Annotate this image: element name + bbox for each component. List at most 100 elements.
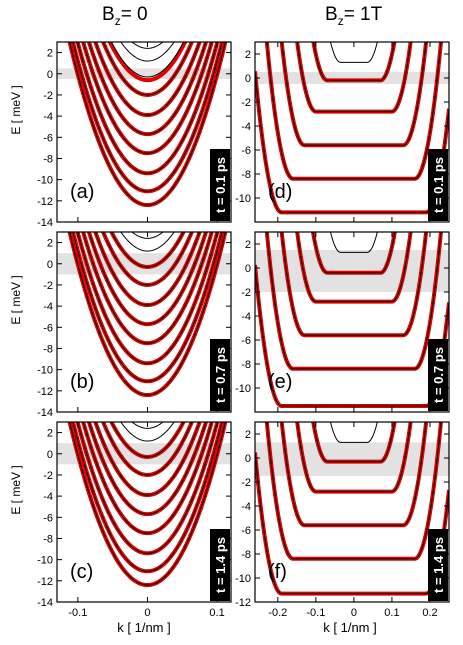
energy-band-2 xyxy=(296,42,412,113)
time-label-box xyxy=(210,529,230,601)
column-title-right: Bz= 1T xyxy=(325,4,382,28)
time-label-box xyxy=(428,149,448,221)
x-tick-label: 0.1 xyxy=(209,607,224,619)
energy-band-5 xyxy=(88,42,207,135)
column-title-left: Bz= 0 xyxy=(102,4,148,28)
y-tick-label: -8 xyxy=(241,169,251,181)
y-tick-label: -2 xyxy=(241,477,251,489)
energy-band-8 xyxy=(72,232,223,382)
y-tick-label: -14 xyxy=(37,597,53,609)
panel-frame xyxy=(56,231,232,413)
time-label-box xyxy=(210,339,230,411)
y-tick-label: -2 xyxy=(43,280,53,292)
energy-band-5 xyxy=(255,71,449,213)
x-tick-label: 0.1 xyxy=(384,607,399,619)
energy-band-3 xyxy=(281,232,427,336)
y-tick-label: 0 xyxy=(47,449,53,461)
energy-band-9 xyxy=(69,232,226,396)
y-tick-label: -6 xyxy=(241,525,251,537)
energy-band-3 xyxy=(281,42,427,146)
energy-band-2 xyxy=(110,42,185,78)
energy-band-2 xyxy=(296,422,412,493)
y-axis-label: E [ meV ] xyxy=(9,85,23,134)
energy-band-1 xyxy=(312,232,396,274)
panel-label: (e) xyxy=(268,371,292,393)
y-tick-label: 0 xyxy=(47,69,53,81)
y-tick-label: -12 xyxy=(37,386,53,398)
energy-band-3 xyxy=(102,42,193,96)
y-tick-label: -12 xyxy=(235,597,251,609)
plot-area xyxy=(57,422,231,588)
panel-frame xyxy=(254,231,450,413)
energy-band-4 xyxy=(94,42,201,116)
panel-frame xyxy=(254,421,450,603)
energy-band-7 xyxy=(77,422,218,554)
x-tick-label: -0.1 xyxy=(306,607,325,619)
energy-band-1 xyxy=(312,422,396,463)
y-tick-label: 0 xyxy=(245,73,251,85)
y-tick-label: 0 xyxy=(245,263,251,275)
y-tick-label: 2 xyxy=(245,239,251,251)
energy-band-1 xyxy=(120,232,175,252)
y-tick-label: -6 xyxy=(43,132,53,144)
panel-e: 2 0 -2 -4 -6 -8 -10 (e) t = 0.7 ps xyxy=(235,231,450,413)
y-tick-label: 2 xyxy=(47,238,53,250)
energy-band-5 xyxy=(88,232,207,325)
time-label: t = 0.1 ps xyxy=(431,157,446,213)
panel-f: 2 0 -2 -4 -6 -8 -10 -12 -0.2 -0.1 0 0.1 0.2 (f) t = 1.… xyxy=(235,421,450,619)
column-title-right-sub: z xyxy=(337,13,344,28)
energy-band-3 xyxy=(281,422,427,526)
x-axis-label: k [ 1/nm ] xyxy=(117,620,170,635)
energy-band-4 xyxy=(266,422,442,560)
y-tick-label: -10 xyxy=(37,365,53,377)
y-tick-label: -4 xyxy=(43,301,53,313)
y-tick-label: 2 xyxy=(47,48,53,60)
y-tick-label: -10 xyxy=(37,555,53,567)
energy-band-4 xyxy=(266,232,442,370)
energy-band-6 xyxy=(82,422,213,534)
y-tick-label: -8 xyxy=(43,343,53,355)
time-label-box xyxy=(428,529,448,601)
column-title-right-main: B xyxy=(325,4,338,25)
panel-frame xyxy=(56,421,232,603)
panel-label: (b) xyxy=(70,371,94,393)
energy-band-5 xyxy=(88,422,207,515)
energy-band-9 xyxy=(69,422,226,586)
energy-band-1 xyxy=(120,42,175,62)
y-tick-label: -2 xyxy=(43,470,53,482)
panel-frame xyxy=(254,41,450,223)
y-tick-label: -12 xyxy=(37,196,53,208)
y-tick-label: -2 xyxy=(43,90,53,102)
occupied-band-0 xyxy=(107,42,188,83)
energy-band-7 xyxy=(77,42,218,174)
y-tick-label: -14 xyxy=(37,217,53,229)
y-tick-label: 2 xyxy=(245,49,251,61)
column-title-left-sub: z xyxy=(114,13,121,28)
y-tick-label: -12 xyxy=(37,576,53,588)
panel-label: (d) xyxy=(268,181,292,203)
energy-band-5 xyxy=(255,452,449,595)
y-tick-label: -8 xyxy=(43,153,53,165)
y-tick-label: -8 xyxy=(241,359,251,371)
time-label: t = 0.7 ps xyxy=(213,347,228,403)
time-label: t = 0.7 ps xyxy=(431,347,446,403)
energy-band-4 xyxy=(266,42,442,180)
time-label-box xyxy=(428,339,448,411)
energy-band-0 xyxy=(329,422,378,443)
energy-band-8 xyxy=(72,42,223,192)
y-tick-label: 2 xyxy=(245,429,251,441)
energy-band-4 xyxy=(94,422,201,496)
plot-area xyxy=(255,232,449,408)
energy-band-9 xyxy=(69,42,226,206)
energy-band-2 xyxy=(296,232,412,303)
column-title-left-rest: = 0 xyxy=(120,4,148,25)
y-tick-label: -2 xyxy=(241,287,251,299)
energy-band-1 xyxy=(120,422,175,442)
y-tick-label: -4 xyxy=(241,121,251,133)
panel-label: (c) xyxy=(70,561,93,583)
energy-band-3 xyxy=(102,232,193,286)
y-tick-label: -4 xyxy=(241,501,251,513)
y-tick-label: 2 xyxy=(47,428,53,440)
y-tick-label: -10 xyxy=(37,175,53,187)
